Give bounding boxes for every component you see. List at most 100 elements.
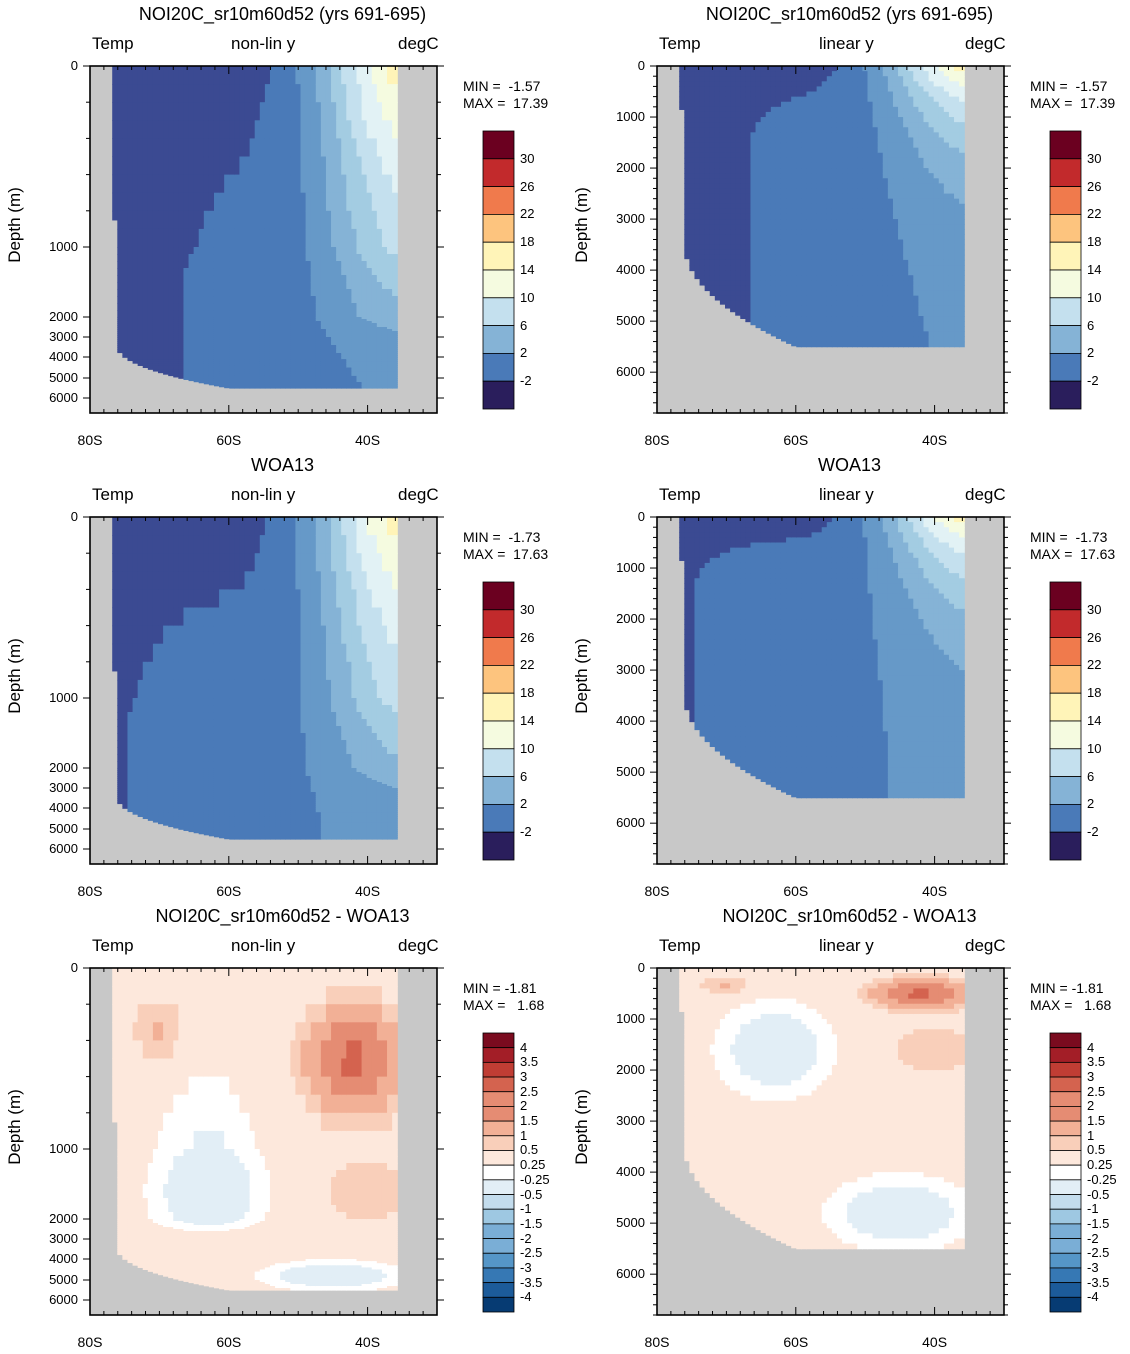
field-cell [213, 369, 220, 373]
field-cell [239, 378, 246, 381]
field-cell [193, 66, 200, 85]
field-cell [213, 337, 220, 340]
field-cell [158, 327, 164, 330]
field-cell [152, 156, 159, 176]
field-cell [285, 331, 291, 334]
field-cell [735, 310, 741, 316]
field-cell [137, 210, 144, 230]
field-cell [770, 81, 777, 88]
field-cell [821, 275, 828, 281]
field-cell [249, 351, 256, 354]
field-cell [862, 198, 869, 205]
field-cell [127, 254, 134, 262]
field-cell [775, 162, 782, 169]
field-cell [371, 373, 378, 377]
field-cell [285, 268, 291, 276]
field-cell [269, 261, 276, 269]
field-cell [719, 142, 726, 149]
field-cell [244, 357, 251, 360]
field-cell [346, 247, 353, 255]
field-cell [290, 341, 297, 344]
field-cell [714, 137, 721, 144]
field-cell [852, 132, 858, 139]
field-cell [811, 321, 818, 327]
field-cell [806, 213, 813, 220]
field-cell [684, 208, 690, 215]
field-cell [127, 343, 134, 346]
field-cell [725, 275, 731, 281]
field-cell [198, 327, 205, 330]
field-cell [371, 359, 378, 362]
field-cell [137, 323, 144, 326]
field-cell [786, 198, 792, 205]
field-cell [331, 353, 337, 356]
field-cell [806, 249, 813, 256]
field-cell [867, 285, 874, 292]
field-cell [857, 331, 864, 338]
field-cell [816, 81, 823, 88]
field-cell [780, 193, 787, 200]
field-cell [229, 365, 235, 369]
field-cell [295, 331, 302, 334]
field-cell [826, 66, 833, 72]
field-cell [219, 365, 225, 369]
field-cell [158, 349, 164, 352]
field-cell [694, 127, 701, 133]
field-cell [847, 173, 853, 179]
field-cell [351, 361, 358, 364]
field-cell [780, 142, 787, 149]
field-cell [331, 378, 337, 381]
field-cell [188, 102, 195, 121]
field-cell [847, 147, 853, 154]
field-cell [254, 156, 261, 176]
field-cell [341, 349, 347, 352]
field-cell [857, 122, 864, 128]
field-cell [780, 321, 787, 327]
field-cell [371, 331, 378, 334]
field-cell [331, 138, 337, 158]
field-cell [331, 321, 337, 324]
field-cell [203, 247, 210, 255]
field-cell [224, 323, 230, 326]
field-cell [168, 296, 174, 304]
field-cell [269, 359, 276, 362]
field-cell [213, 351, 220, 354]
field-cell [275, 268, 281, 276]
field-cell [725, 86, 731, 93]
field-cell [745, 66, 752, 72]
field-cell [341, 355, 347, 358]
field-cell [229, 373, 235, 377]
field-cell [280, 156, 286, 176]
field-cell [122, 357, 129, 358]
field-cell [750, 111, 757, 118]
field-cell [122, 337, 129, 340]
colorbar-box [482, 130, 515, 160]
field-cell [254, 347, 261, 350]
field-cell [346, 337, 353, 340]
field-cell [709, 239, 716, 246]
field-cell [295, 210, 302, 230]
field-cell [361, 369, 368, 373]
field-cell [275, 361, 281, 364]
field-cell [295, 333, 302, 336]
field-cell [336, 384, 342, 387]
field-cell [244, 333, 251, 336]
field-cell [234, 331, 241, 334]
field-cell [806, 71, 813, 77]
field-cell [178, 261, 185, 269]
field-cell [381, 351, 388, 354]
field-cell [351, 384, 358, 387]
field-cell [183, 102, 190, 121]
field-cell [305, 351, 312, 354]
field-cell [750, 66, 757, 72]
field-cell [198, 335, 205, 338]
field-cell [163, 317, 169, 320]
field-cell [168, 361, 174, 364]
field-cell [806, 208, 813, 215]
field-cell [831, 305, 838, 312]
field-cell [392, 327, 398, 330]
field-cell [689, 178, 696, 184]
field-cell [847, 152, 853, 159]
field-cell [254, 66, 261, 85]
field-cell [234, 367, 241, 371]
